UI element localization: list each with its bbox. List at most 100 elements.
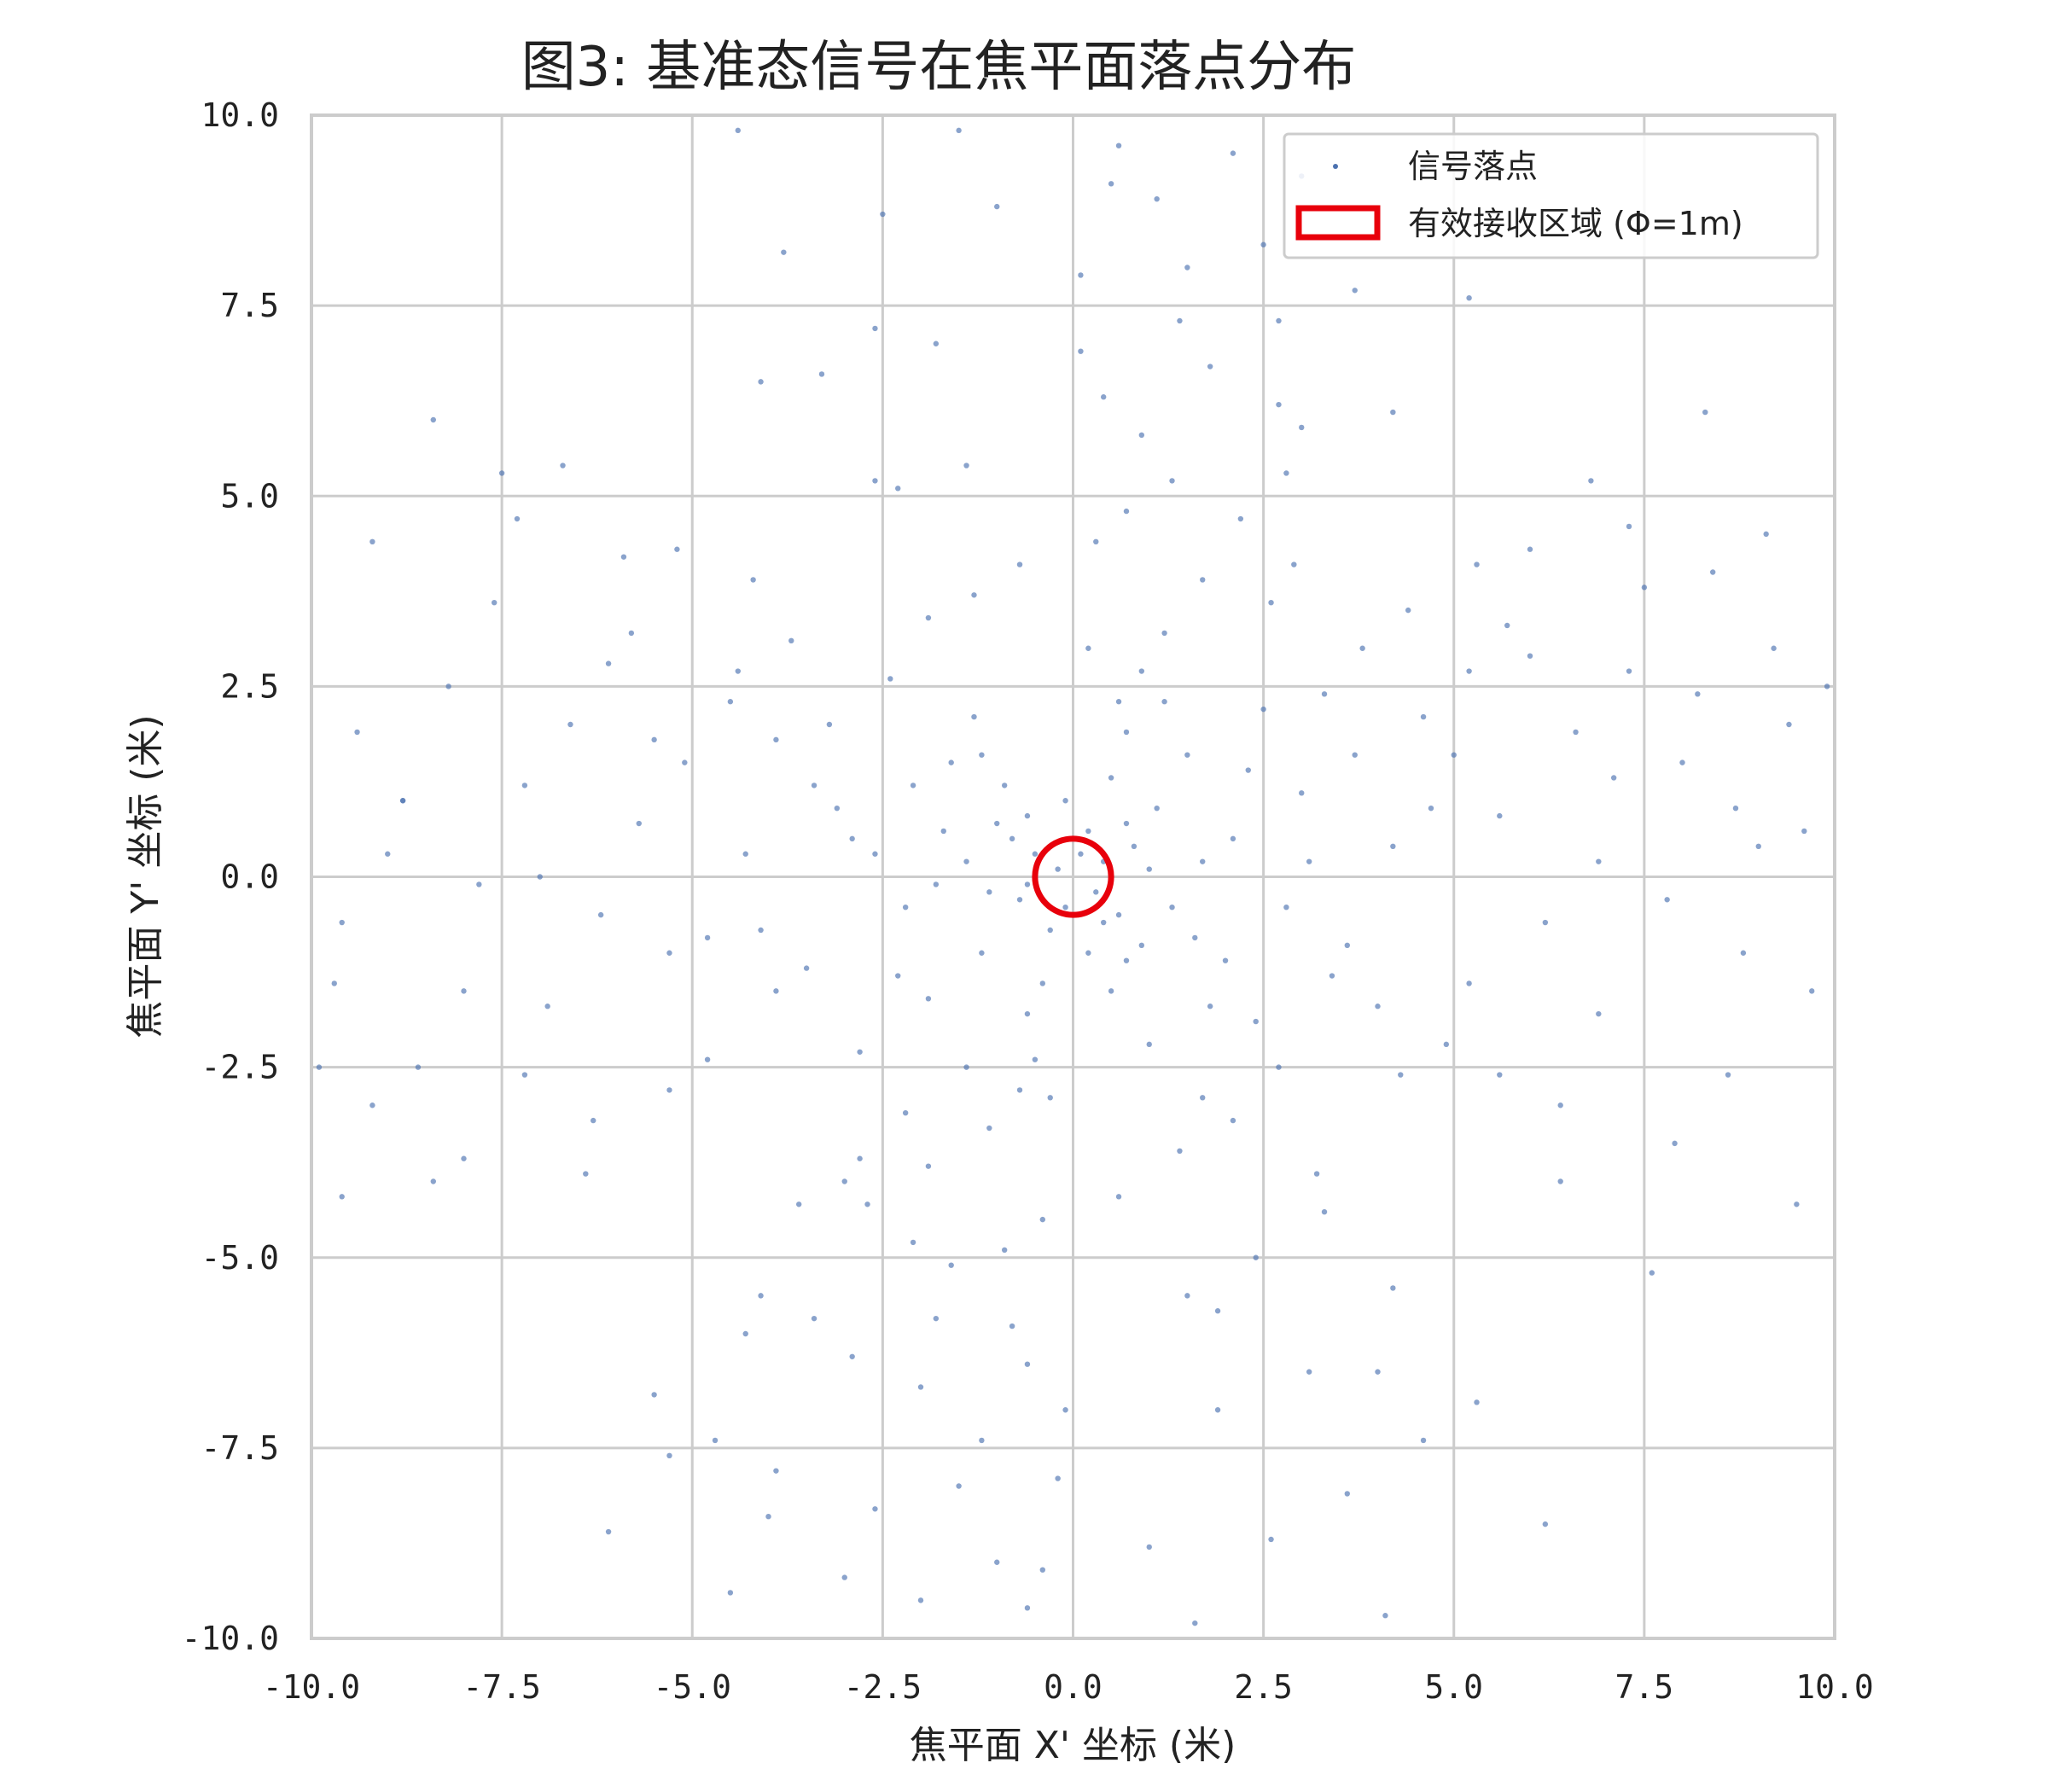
- x-tick-label: 5.0: [1424, 1668, 1483, 1706]
- signal-point: [1055, 866, 1061, 872]
- x-tick-label: -7.5: [463, 1668, 541, 1706]
- signal-point: [1276, 317, 1282, 324]
- signal-point: [666, 950, 672, 956]
- signal-point: [1115, 143, 1122, 148]
- signal-point: [1146, 866, 1152, 872]
- effective-receive-region-circle: [1032, 835, 1114, 918]
- signal-point: [1123, 820, 1130, 827]
- signal-point: [1276, 1064, 1282, 1070]
- signal-point: [1382, 1613, 1388, 1619]
- signal-point: [666, 1452, 672, 1459]
- signal-point: [1230, 1117, 1236, 1124]
- signal-point: [1016, 561, 1023, 567]
- signal-point: [605, 1528, 612, 1535]
- signal-point: [773, 1468, 779, 1474]
- signal-point: [1573, 729, 1579, 736]
- signal-point: [1344, 942, 1351, 949]
- signal-point: [910, 783, 916, 788]
- signal-point: [1664, 897, 1670, 903]
- signal-point: [773, 736, 779, 743]
- signal-point: [986, 1125, 992, 1132]
- signal-point: [1214, 1407, 1221, 1413]
- signal-point: [963, 463, 969, 468]
- signal-point: [1596, 1010, 1602, 1017]
- signal-point: [1763, 531, 1769, 538]
- signal-point: [1062, 798, 1068, 804]
- signal-point: [461, 988, 467, 994]
- signal-point: [940, 828, 946, 835]
- signal-point: [339, 1194, 345, 1200]
- signal-point: [636, 820, 642, 827]
- signal-point: [1161, 630, 1167, 637]
- signal-point: [1398, 1072, 1404, 1078]
- signal-point: [712, 1437, 719, 1444]
- signal-point: [1420, 1437, 1427, 1444]
- signal-point: [1451, 752, 1457, 758]
- y-axis-label: 焦平面 Y' 坐标 (米): [124, 714, 167, 1038]
- signal-point: [583, 1171, 589, 1177]
- signal-point: [498, 470, 505, 476]
- signal-point: [1032, 1056, 1039, 1062]
- signal-point: [872, 1506, 878, 1512]
- signal-point: [1032, 851, 1039, 857]
- signal-point: [1299, 790, 1305, 796]
- signal-point: [1306, 1369, 1312, 1375]
- signal-point: [1245, 767, 1251, 773]
- signal-point: [1085, 828, 1091, 835]
- signal-point: [727, 1590, 734, 1596]
- signal-point: [933, 1315, 940, 1322]
- x-tick-label: 0.0: [1044, 1668, 1103, 1706]
- signal-point: [1260, 241, 1266, 247]
- signal-point: [1321, 691, 1328, 697]
- signal-point: [1039, 1567, 1046, 1573]
- signal-point: [651, 736, 657, 743]
- signal-point: [1062, 905, 1068, 911]
- signal-point: [1200, 1095, 1206, 1101]
- signal-point: [1596, 858, 1602, 864]
- signal-point: [803, 965, 810, 971]
- signal-point: [1123, 508, 1130, 515]
- signal-point: [1352, 752, 1358, 758]
- signal-point: [1702, 409, 1708, 416]
- signal-point: [1184, 265, 1190, 271]
- signal-point: [1695, 691, 1701, 697]
- signal-point: [331, 980, 337, 986]
- signal-point: [399, 798, 406, 804]
- signal-point: [1283, 905, 1289, 911]
- signal-point: [880, 211, 886, 218]
- signal-point: [1230, 835, 1236, 842]
- signal-point: [415, 1064, 422, 1070]
- signal-point: [1207, 364, 1213, 369]
- signal-point: [591, 1117, 596, 1124]
- signal-point: [567, 721, 573, 728]
- signal-point: [605, 660, 612, 666]
- signal-point: [1390, 1285, 1396, 1291]
- signal-point: [735, 668, 741, 674]
- signal-point: [1207, 1004, 1213, 1009]
- signal-point: [1161, 699, 1167, 705]
- signal-point: [1078, 272, 1084, 278]
- signal-point: [1313, 1171, 1320, 1177]
- signal-point: [1146, 1544, 1152, 1551]
- signal-point: [1344, 1491, 1351, 1497]
- legend-frame: [1283, 132, 1819, 259]
- signal-point: [1016, 897, 1023, 903]
- signal-point: [1230, 150, 1236, 156]
- signal-point: [537, 874, 543, 880]
- signal-point: [1200, 577, 1206, 583]
- signal-point: [1200, 858, 1206, 864]
- signal-point: [1268, 600, 1274, 606]
- signal-point: [1466, 295, 1472, 301]
- signal-point: [369, 538, 375, 544]
- signal-point: [1024, 1605, 1031, 1611]
- signal-point: [674, 546, 680, 552]
- signal-point: [994, 1559, 1000, 1565]
- scatter-points: [316, 127, 1830, 1626]
- signal-point: [514, 515, 521, 522]
- signal-point: [1039, 980, 1046, 986]
- signal-point: [1610, 775, 1617, 781]
- signal-point: [1047, 927, 1053, 934]
- signal-point: [1390, 843, 1396, 849]
- signal-point: [1375, 1004, 1381, 1009]
- signal-point: [1443, 1041, 1450, 1048]
